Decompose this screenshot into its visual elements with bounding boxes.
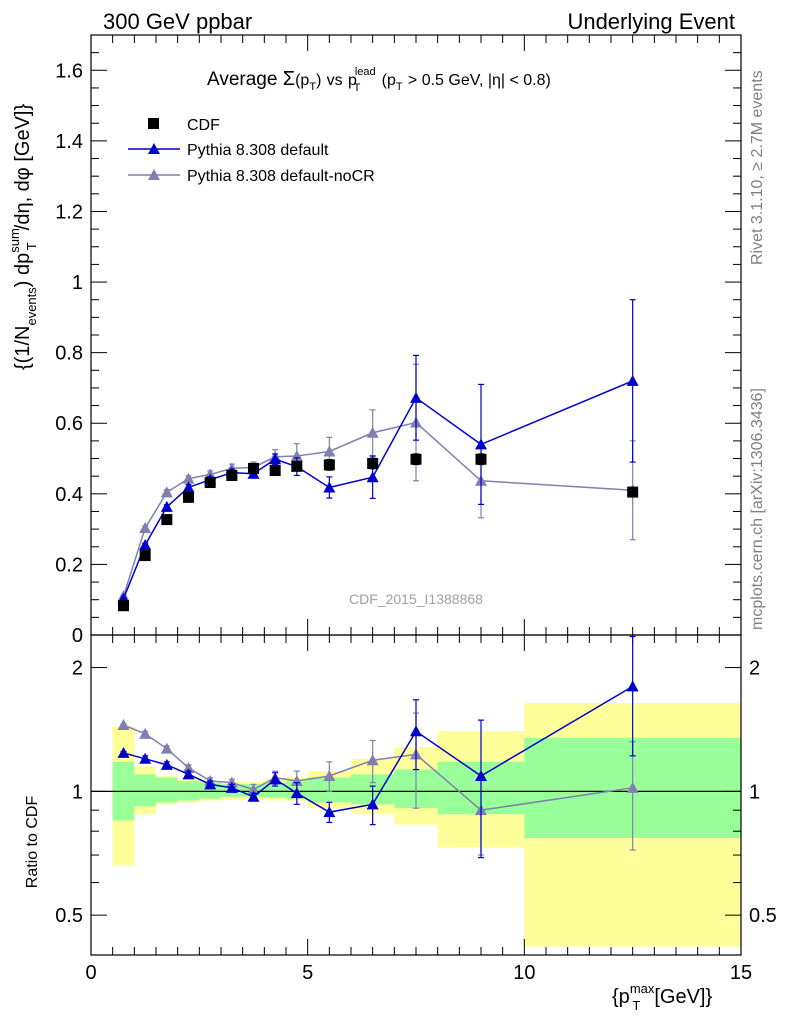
xlabel: {pmax T [GeV]} [612,981,712,1013]
ratio-pythia-nocr-marker [139,727,152,739]
legend-entry-pythia-default: Pythia 8.308 default [128,142,329,159]
main-pythia-default-marker [139,539,152,550]
legend-marker-square [148,118,159,129]
main-pythia-default-marker [269,453,282,465]
ratio-pythia-default-marker [626,680,639,692]
ratio-pythia-default-marker [366,798,379,810]
y-tick-label: 0.6 [55,413,83,435]
y-tick-label: 0.8 [55,343,83,365]
mcplots-label: mcplots.cern.ch [arXiv:1306.3436] [749,388,766,630]
y-tick-label: 1 [72,272,83,294]
main-cdf-marker [269,465,281,477]
main-pythia-nocr-line [122,421,633,597]
main-cdf-marker [118,600,129,612]
main-pythia-nocr-marker [323,445,336,457]
ratio-pythia-default-marker [247,790,260,802]
ratio-y-tick-label-right: 0.5 [749,905,777,927]
main-cdf-marker [204,477,216,489]
main-pythia-default-marker [182,481,195,493]
ratio-y-tick-label-right: 2 [749,658,760,680]
main-pythia-default-marker [475,438,487,450]
ratio-pythia-default-marker [475,769,487,781]
legend-marker-triangle-blue [148,143,160,154]
main-pythia-default-marker [366,471,379,483]
main-pythia-nocr-marker [160,486,173,498]
ratio-y-tick-label-left: 1 [72,781,83,803]
ratio-pythia-nocr-marker [182,761,195,773]
uncertainty-band-inner [134,774,156,807]
main-pythia-default-marker [410,391,422,403]
x-tick-label: 0 [85,962,96,984]
main-pythia-default-marker [160,500,173,512]
ratio-pythia-default-marker [269,773,282,785]
main-cdf-marker [226,469,238,481]
main-pythia-nocr-marker [366,426,379,438]
ratio-pythia-nocr-marker [366,754,379,766]
y-tick-label: 0.2 [55,554,83,576]
main-pythia-nocr-marker [139,522,152,534]
ratio-pythia-default-marker [410,725,422,737]
x-tick-label: 10 [513,962,535,984]
header-left: 300 GeV ppbar [103,9,252,34]
main-cdf-marker [410,453,422,465]
rivet-label: Rivet 3.1.10, ≥ 2.7M events [749,70,766,265]
ratio-pythia-default-marker [160,758,173,770]
ratio-pythia-default-marker [139,752,152,764]
analysis-watermark: CDF_2015_I1388868 [349,591,483,607]
ratio-pythia-nocr-marker [247,783,260,795]
ratio-pythia-nocr-marker [160,742,173,754]
x-tick-label: 15 [730,962,752,984]
ratio-pythia-nocr-marker [626,781,639,793]
legend-entry-pythia-nocr: Pythia 8.308 default-noCR [128,168,375,185]
y-tick-label: 1.2 [55,201,83,223]
main-cdf-marker [627,486,639,498]
legend-marker-triangle-grey [148,169,160,180]
ratio-pythia-default-marker [182,768,195,780]
uncertainty-band-inner [264,782,286,798]
ratio-y-tick-label-left: 2 [72,658,83,680]
main-panel: 0 0.2 0.4 0.6 0.8 1 1.2 1.4 1.6 [55,34,742,647]
legend-entry-cdf: CDF [148,117,220,134]
main-cdf-marker [475,453,487,465]
legend-label-cdf: CDF [187,117,220,134]
uncertainty-band-inner [177,780,200,801]
main-pythia-default-line [122,380,633,599]
ratio-pythia-default-marker [204,778,217,790]
main-cdf-marker [367,457,379,469]
ratio-pythia-default-marker [323,806,336,818]
ratio-pythia-default-marker [117,746,130,758]
legend: CDF Pythia 8.308 default Pythia 8.308 de… [128,117,375,185]
main-cdf-marker [183,491,194,503]
legend-label-pythia-nocr: Pythia 8.308 default-noCR [187,168,375,185]
main-pythia-default-marker [626,374,639,386]
main-cdf-marker [323,459,335,471]
uncertainty-band-inner [199,782,221,799]
ratio-pythia-default-marker [290,787,303,799]
main-cdf-marker [248,462,259,474]
uncertainty-band-inner [156,777,178,803]
header-right: Underlying Event [567,9,735,34]
y-tick-label: 1.4 [55,131,83,153]
main-pythia-default-marker [323,481,336,493]
main-cdf-marker [291,460,303,472]
ratio-y-tick-label-left: 0.5 [55,905,83,927]
main-ylabel: {(1/Nevents) dpsum T/dη, dφ [GeV]} [7,104,39,370]
main-cdf-marker [161,514,173,526]
main-pythia-nocr-marker [182,472,195,484]
ratio-panel: 0 5 10 15 0.5 0.5 1 1 2 2 [55,634,777,984]
ratio-pythia-nocr-marker [117,718,130,730]
y-tick-label: 1.6 [55,60,83,82]
y-tick-label: 0 [72,625,83,647]
ratio-pythia-default-marker [225,781,238,793]
ratio-pythia-nocr-marker [323,769,336,781]
main-cdf-marker [139,550,151,562]
y-tick-label: 0.4 [55,484,83,506]
ratio-ylabel: Ratio to CDF [24,796,41,889]
main-title: Average Σ(pT) vs plead T (pT > 0.5 GeV, |… [207,66,551,96]
ratio-y-tick-label-right: 1 [749,781,760,803]
x-tick-label: 5 [302,962,313,984]
legend-label-pythia-default: Pythia 8.308 default [187,142,329,159]
